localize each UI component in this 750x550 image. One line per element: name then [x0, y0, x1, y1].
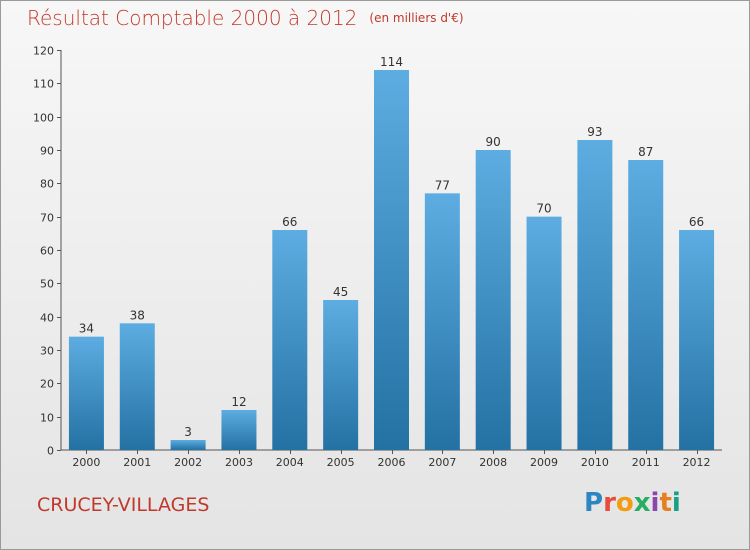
- logo-letter: i: [671, 488, 681, 518]
- bar-2010: [577, 140, 613, 450]
- chart-title: Résultat Comptable 2000 à 2012 (en millie…: [27, 6, 464, 30]
- value-label: 87: [638, 145, 653, 159]
- x-tick-label: 2010: [581, 456, 609, 469]
- logo-letter: x: [633, 488, 651, 518]
- y-tick-label: 50: [40, 278, 54, 291]
- bar-2008: [475, 150, 511, 450]
- bar-2005: [323, 300, 359, 450]
- x-tick-label: 2008: [479, 456, 507, 469]
- bar-2011: [628, 160, 664, 450]
- x-tick-label: 2006: [378, 456, 406, 469]
- y-tick-label: 40: [40, 312, 54, 325]
- value-label: 114: [380, 55, 403, 69]
- x-tick-label: 2007: [428, 456, 456, 469]
- bar-2000: [68, 336, 104, 450]
- value-label: 90: [486, 135, 501, 149]
- bar-2006: [374, 70, 409, 450]
- x-tick-label: 2009: [530, 456, 558, 469]
- bar-2002: [170, 440, 206, 450]
- x-tick-label: 2012: [683, 456, 711, 469]
- y-tick-label: 10: [40, 412, 54, 425]
- logo-letter: o: [615, 488, 634, 518]
- y-tick-label: 110: [33, 78, 54, 91]
- bar-2004: [272, 230, 308, 450]
- title-text: Résultat Comptable 2000 à 2012: [27, 6, 358, 30]
- bar-2009: [526, 216, 562, 450]
- value-label: 66: [689, 215, 704, 229]
- x-tick-label: 2002: [174, 456, 202, 469]
- value-label: 3: [184, 425, 192, 439]
- x-tick-label: 2004: [276, 456, 304, 469]
- bar-2003: [221, 410, 257, 450]
- value-label: 45: [333, 285, 348, 299]
- x-tick-label: 2005: [327, 456, 355, 469]
- logo-letter: r: [603, 488, 616, 518]
- logo-letter: i: [650, 488, 660, 518]
- bars-group: [68, 70, 715, 451]
- logo-letter: t: [659, 488, 672, 518]
- value-label: 38: [130, 308, 145, 322]
- y-tick-label: 0: [47, 445, 54, 458]
- bar-2001: [119, 323, 155, 450]
- x-tick-label: 2003: [225, 456, 253, 469]
- bar-2007: [424, 193, 460, 451]
- value-label: 77: [435, 178, 450, 192]
- x-tick-label: 2011: [632, 456, 660, 469]
- y-tick-label: 70: [40, 212, 54, 225]
- y-tick-label: 100: [33, 112, 54, 125]
- x-tick-label: 2001: [123, 456, 151, 469]
- bar-2012: [679, 230, 715, 450]
- value-label: 12: [231, 395, 246, 409]
- y-tick-label: 90: [40, 145, 54, 158]
- value-label: 34: [79, 322, 94, 336]
- x-tick-label: 2000: [72, 456, 100, 469]
- subtitle-text: (en milliers d'€): [369, 11, 464, 25]
- value-label: 93: [587, 125, 602, 139]
- y-tick-label: 20: [40, 378, 54, 391]
- value-label: 70: [536, 202, 551, 216]
- y-tick-label: 80: [40, 178, 54, 191]
- y-tick-label: 60: [40, 245, 54, 258]
- logo-letter: P: [584, 488, 604, 518]
- labels-group: 34 2000 38 2001 3 2002 12 2003 66 2004 45 2005 114 20…: [72, 55, 710, 469]
- y-tick-label: 120: [33, 45, 54, 58]
- proxiti-logo[interactable]: Proxiti: [584, 488, 681, 518]
- y-tick-label: 30: [40, 345, 54, 358]
- town-name: CRUCEY-VILLAGES: [37, 494, 210, 516]
- value-label: 66: [282, 215, 297, 229]
